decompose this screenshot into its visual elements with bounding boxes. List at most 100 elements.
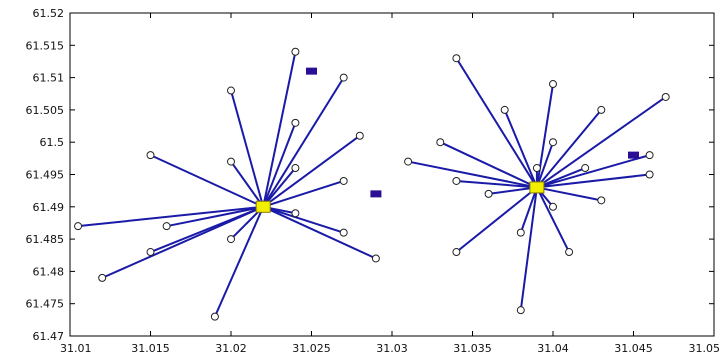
station-point-0-8	[227, 86, 235, 95]
x-tick-label-2: 31.02	[215, 342, 247, 355]
station-point-1-1	[436, 138, 445, 147]
station-point-0-3	[162, 222, 171, 231]
station-point-1-5	[484, 189, 493, 198]
link-line-1-4	[455, 186, 538, 253]
link-line-0-16	[262, 134, 361, 208]
link-line-0-3	[166, 205, 264, 228]
station-point-1-15	[597, 105, 606, 114]
x-tick-label-5: 31.035	[453, 342, 492, 355]
x-tick-label-6: 31.04	[537, 342, 569, 355]
x-axis: 31.01 31.015 31.02 31.025 31.03 31.035 31.04 31…	[60, 13, 720, 355]
link-line-0-14	[262, 180, 345, 208]
station-point-1-12	[549, 202, 557, 211]
link-line-0-2	[150, 205, 264, 253]
y-tick-label-2: 61.51	[33, 72, 65, 85]
link-line-1-2	[455, 57, 538, 188]
y-tick-label-4: 61.5	[40, 136, 65, 149]
hub-point-0	[255, 200, 271, 213]
link-line-0-11	[262, 167, 297, 208]
x-tick-label-8: 31.05	[689, 342, 721, 355]
station-point-0-10	[291, 118, 300, 127]
station-point-0-1	[98, 273, 107, 282]
marker-point-0	[306, 67, 317, 75]
station-point-0-14	[339, 176, 348, 185]
station-point-0-13	[339, 73, 348, 82]
station-point-0-2	[146, 248, 155, 257]
station-point-1-0	[404, 157, 413, 166]
y-tick-label-9: 61.475	[26, 298, 65, 311]
link-line-1-15	[536, 109, 603, 189]
station-point-1-10	[549, 80, 557, 89]
markers-layer	[306, 67, 639, 198]
link-line-1-5	[488, 186, 538, 195]
station-point-0-11	[291, 164, 300, 173]
link-line-1-3	[456, 179, 537, 189]
station-point-0-12	[291, 209, 300, 218]
y-tick-label-7: 61.485	[26, 233, 65, 246]
link-line-1-7	[519, 187, 538, 311]
station-point-0-0	[74, 222, 83, 231]
x-tick-label-7: 31.045	[614, 342, 653, 355]
stations-layer	[74, 47, 670, 321]
link-line-1-6	[503, 109, 538, 188]
station-point-0-17	[371, 254, 380, 263]
station-point-1-4	[452, 248, 461, 257]
station-point-1-17	[645, 151, 654, 160]
marker-point-2	[628, 151, 639, 159]
links-layer	[77, 51, 667, 318]
link-line-0-10	[262, 122, 297, 208]
link-line-0-0	[77, 205, 264, 228]
station-point-1-14	[581, 164, 590, 173]
link-line-0-4	[150, 154, 264, 208]
link-line-1-11	[535, 141, 554, 188]
x-tick-label-3: 31.025	[292, 342, 331, 355]
hubs-layer	[255, 181, 545, 213]
link-line-0-8	[230, 90, 265, 208]
link-line-1-17	[536, 154, 650, 189]
station-point-0-16	[355, 131, 364, 140]
station-point-0-5	[210, 312, 219, 321]
y-tick-label-0: 61.52	[33, 7, 65, 20]
y-tick-label-8: 61.48	[33, 265, 65, 278]
link-line-0-9	[262, 51, 297, 208]
station-point-0-6	[227, 235, 235, 244]
y-tick-label-6: 61.49	[33, 201, 65, 214]
y-tick-label-10: 61.47	[33, 330, 65, 343]
station-point-1-2	[452, 54, 461, 63]
x-tick-label-1: 31.015	[131, 342, 170, 355]
hub-point-1	[529, 181, 545, 194]
station-point-0-15	[339, 228, 348, 237]
station-point-1-9	[532, 164, 541, 173]
plot-area	[69, 12, 715, 337]
station-point-1-7	[516, 306, 525, 315]
link-line-1-19	[536, 96, 667, 189]
station-point-1-19	[661, 92, 670, 101]
link-line-1-16	[536, 186, 602, 202]
station-point-1-16	[597, 196, 606, 205]
link-line-1-1	[439, 141, 538, 189]
station-point-0-9	[291, 47, 300, 56]
y-axis: 61.52 61.515 61.51 61.505 61.5 61.495 61.49 61.…	[26, 7, 714, 343]
station-point-1-6	[500, 105, 509, 114]
station-point-0-7	[227, 157, 235, 166]
marker-point-1	[370, 190, 382, 198]
station-point-1-8	[516, 228, 525, 237]
x-tick-label-0: 31.01	[60, 342, 92, 355]
x-tick-label-4: 31.03	[376, 342, 408, 355]
link-line-0-5	[213, 206, 265, 318]
station-point-1-11	[549, 138, 557, 147]
station-point-1-3	[452, 176, 461, 185]
link-line-1-0	[407, 160, 538, 189]
y-tick-label-1: 61.515	[26, 39, 65, 52]
link-line-1-18	[536, 173, 650, 189]
y-tick-label-5: 61.495	[26, 169, 65, 182]
link-line-0-15	[262, 205, 345, 234]
link-line-1-8	[519, 187, 538, 233]
link-line-1-13	[536, 186, 570, 253]
station-point-1-18	[645, 170, 654, 179]
station-point-0-4	[146, 151, 155, 160]
y-tick-label-3: 61.505	[26, 104, 65, 117]
link-line-0-17	[262, 205, 377, 260]
station-point-1-13	[565, 248, 574, 257]
